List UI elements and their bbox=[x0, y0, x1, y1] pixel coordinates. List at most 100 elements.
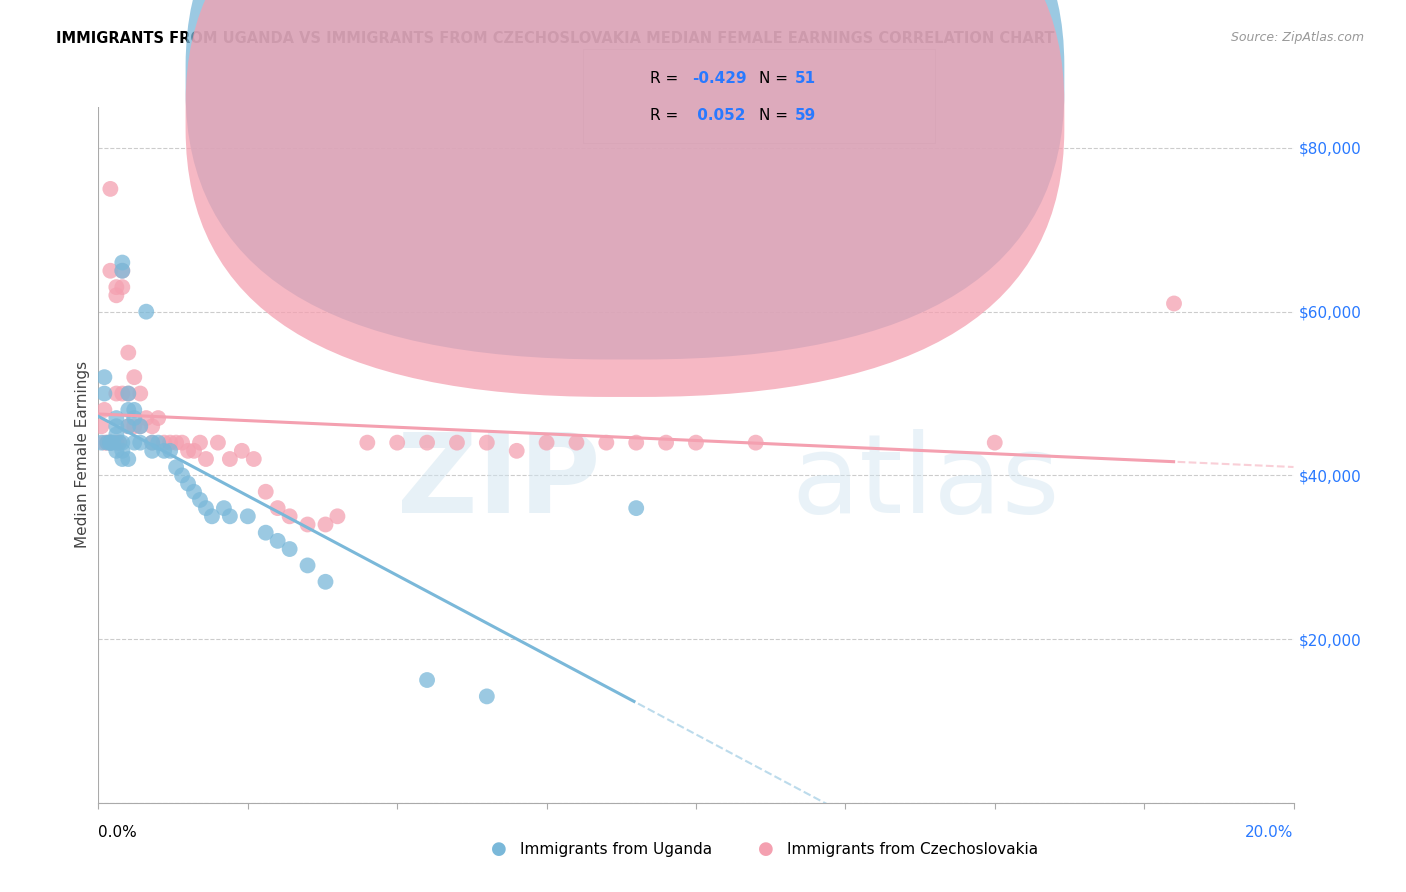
Point bbox=[96, 435, 118, 450]
Point bbox=[685, 435, 707, 450]
Point bbox=[231, 443, 253, 458]
Point bbox=[111, 443, 134, 458]
Text: ZIP: ZIP bbox=[396, 429, 600, 536]
Point bbox=[100, 182, 122, 196]
Point bbox=[117, 419, 139, 434]
Point bbox=[212, 501, 235, 516]
Point bbox=[165, 460, 187, 475]
Point bbox=[108, 435, 131, 450]
Point bbox=[506, 443, 529, 458]
Point bbox=[219, 452, 242, 467]
Point bbox=[90, 435, 112, 450]
Point bbox=[141, 419, 163, 434]
Point bbox=[105, 427, 128, 442]
Point bbox=[111, 452, 134, 467]
Point bbox=[165, 435, 187, 450]
Point bbox=[105, 435, 128, 450]
Point bbox=[124, 370, 146, 384]
Text: IMMIGRANTS FROM UGANDA VS IMMIGRANTS FROM CZECHOSLOVAKIA MEDIAN FEMALE EARNINGS : IMMIGRANTS FROM UGANDA VS IMMIGRANTS FRO… bbox=[56, 31, 1054, 46]
Point bbox=[135, 411, 157, 425]
Point bbox=[243, 452, 266, 467]
Point bbox=[141, 443, 163, 458]
Point bbox=[177, 443, 200, 458]
Point bbox=[117, 452, 139, 467]
Point bbox=[385, 435, 409, 450]
Point bbox=[207, 435, 229, 450]
Point bbox=[416, 435, 439, 450]
Point bbox=[117, 345, 139, 359]
Point bbox=[135, 304, 157, 318]
Point bbox=[100, 264, 122, 278]
Point bbox=[267, 501, 290, 516]
Text: Immigrants from Czechoslovakia: Immigrants from Czechoslovakia bbox=[787, 842, 1039, 856]
Point bbox=[100, 435, 122, 450]
Point bbox=[100, 435, 122, 450]
Point bbox=[188, 435, 211, 450]
Point bbox=[124, 411, 146, 425]
Point bbox=[315, 574, 337, 589]
Point bbox=[111, 255, 134, 269]
Point bbox=[117, 386, 139, 401]
Point bbox=[111, 386, 134, 401]
Point bbox=[195, 452, 218, 467]
Point bbox=[124, 419, 146, 434]
Point bbox=[315, 517, 337, 532]
Point bbox=[93, 403, 115, 417]
Point bbox=[183, 443, 205, 458]
Point bbox=[745, 435, 768, 450]
Point bbox=[159, 443, 181, 458]
Point bbox=[129, 419, 152, 434]
Text: 59: 59 bbox=[794, 109, 815, 123]
Point bbox=[148, 411, 170, 425]
Point bbox=[183, 484, 205, 499]
Point bbox=[100, 435, 122, 450]
Point bbox=[141, 435, 163, 450]
Point bbox=[129, 386, 152, 401]
Text: N =: N = bbox=[759, 71, 793, 86]
Text: 20.0%: 20.0% bbox=[1246, 825, 1294, 840]
Point bbox=[626, 501, 648, 516]
Point bbox=[219, 509, 242, 524]
Point bbox=[416, 673, 439, 687]
Point bbox=[129, 419, 152, 434]
Point bbox=[100, 435, 122, 450]
Point bbox=[105, 280, 128, 294]
Point bbox=[129, 435, 152, 450]
Point bbox=[201, 509, 224, 524]
Point bbox=[267, 533, 290, 548]
Point bbox=[536, 435, 558, 450]
Point bbox=[195, 501, 218, 516]
Point bbox=[111, 264, 134, 278]
Text: atlas: atlas bbox=[792, 429, 1060, 536]
Point bbox=[326, 509, 349, 524]
Point bbox=[117, 386, 139, 401]
Point bbox=[655, 435, 678, 450]
Text: 0.052: 0.052 bbox=[692, 109, 745, 123]
Point bbox=[117, 419, 139, 434]
Point bbox=[90, 419, 112, 434]
Point bbox=[356, 435, 378, 450]
Point bbox=[254, 484, 277, 499]
Point bbox=[475, 690, 498, 704]
Text: Source: ZipAtlas.com: Source: ZipAtlas.com bbox=[1230, 31, 1364, 45]
Point bbox=[103, 435, 125, 450]
Text: 0.0%: 0.0% bbox=[98, 825, 138, 840]
Point bbox=[93, 435, 115, 450]
Point bbox=[278, 509, 301, 524]
Point bbox=[172, 435, 194, 450]
Point bbox=[153, 443, 176, 458]
Point bbox=[153, 435, 176, 450]
Y-axis label: Median Female Earnings: Median Female Earnings bbox=[75, 361, 90, 549]
Text: R =: R = bbox=[650, 109, 683, 123]
Text: -0.429: -0.429 bbox=[692, 71, 747, 86]
Point bbox=[236, 509, 259, 524]
Point bbox=[148, 435, 170, 450]
Point bbox=[93, 370, 115, 384]
Point bbox=[111, 264, 134, 278]
Point bbox=[565, 435, 588, 450]
Point bbox=[105, 386, 128, 401]
Point bbox=[105, 288, 128, 302]
Point bbox=[188, 492, 211, 507]
Point bbox=[105, 411, 128, 425]
Text: ●: ● bbox=[491, 840, 508, 858]
